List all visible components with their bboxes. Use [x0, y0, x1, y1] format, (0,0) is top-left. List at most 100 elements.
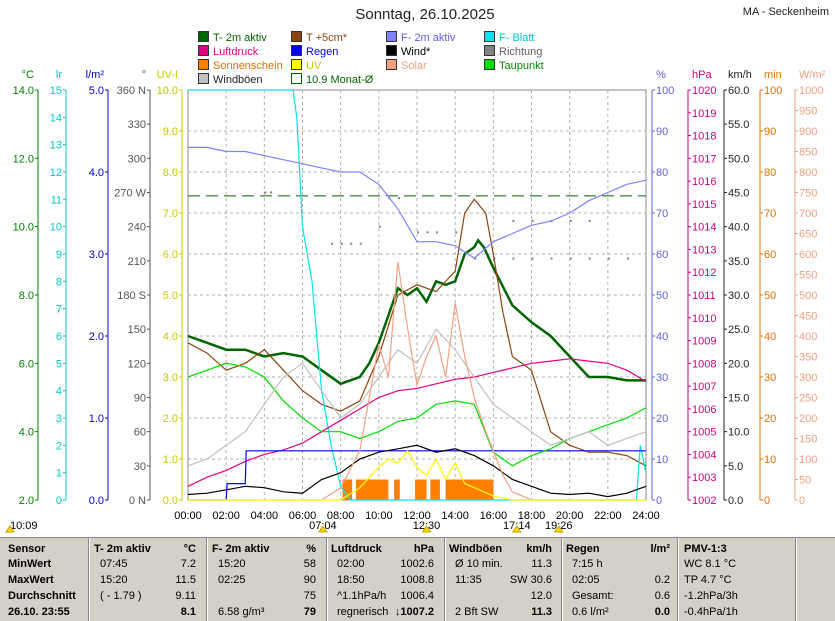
legend-label: Taupunkt	[499, 60, 544, 72]
direction-point	[512, 219, 515, 222]
left-axis-tick-label: 210	[128, 256, 146, 268]
stat-value: 8.1	[180, 606, 196, 618]
right-axis-unit: %	[656, 69, 666, 81]
left-axis-tick-label: 300	[128, 153, 146, 165]
stat-value: 1006.4	[400, 590, 434, 602]
x-tick-label: 04:00	[251, 510, 279, 522]
legend-item: T +5cm*	[291, 31, 347, 44]
legend-label: UV	[306, 60, 322, 72]
series-line-windb-en	[187, 328, 647, 467]
right-axis-tick-label: 1005	[692, 427, 716, 439]
legend-swatch	[291, 59, 302, 70]
right-axis-tick-label: 30.0	[728, 290, 749, 302]
stat-header: Sensor	[8, 543, 46, 555]
legend-item: Sonnenschein	[198, 59, 283, 72]
direction-point	[455, 231, 458, 234]
right-axis-tick-label: 1008	[692, 358, 716, 370]
right-axis-tick-label: 50	[764, 290, 776, 302]
right-axis-unit: hPa	[692, 69, 712, 81]
left-axis-tick-label: 6	[56, 331, 62, 343]
left-axis-tick-label: 14.0	[13, 85, 34, 97]
series-line-uv	[188, 449, 646, 501]
stat-header: Luftdruck	[331, 543, 382, 555]
right-axis-tick-label: 1007	[692, 381, 716, 393]
direction-point	[350, 242, 353, 245]
stat-detail: 07:45	[100, 558, 128, 570]
stat-row-label: 26.10. 23:55	[8, 606, 70, 618]
legend-item: UV	[291, 59, 321, 72]
direction-point	[331, 242, 334, 245]
stat-row-label: MaxWert	[8, 574, 54, 586]
stat-value: 9.11	[175, 590, 196, 602]
x-tick-label: 06:00	[289, 510, 317, 522]
direction-point	[588, 219, 591, 222]
left-axis-tick-label: 2.0	[89, 331, 104, 343]
right-axis-tick-label: 1012	[692, 267, 716, 279]
right-axis-tick-label: 300	[799, 372, 817, 384]
right-axis-tick-label: 20	[656, 413, 668, 425]
right-axis-tick-label: 10	[656, 454, 668, 466]
legend-label: Richtung	[499, 46, 543, 58]
right-axis-tick-label: 20	[764, 413, 776, 425]
right-axis-tick-label: 1002	[692, 495, 716, 507]
stat-unit: °C	[183, 543, 196, 555]
right-axis-tick-label: 550	[799, 270, 817, 282]
left-axis-unit: °	[142, 69, 146, 81]
right-axis-tick-label: 1016	[692, 176, 716, 188]
right-axis-unit: W/m²	[799, 69, 826, 81]
right-axis-tick-label: 15.0	[728, 393, 749, 405]
right-axis-tick-label: 450	[799, 311, 817, 323]
left-axis-tick-label: 360 N	[117, 85, 146, 97]
legend-swatch	[198, 73, 209, 84]
x-tick-label: 20:00	[556, 510, 584, 522]
direction-point	[270, 191, 273, 194]
direction-point	[531, 219, 534, 222]
stat-value: 90	[303, 574, 316, 586]
right-axis-tick-label: 100	[656, 85, 674, 97]
sun-event-marker	[317, 525, 328, 533]
direction-point	[550, 257, 553, 260]
right-axis-tick-label: 650	[799, 229, 817, 241]
left-axis-tick-label: 120	[128, 358, 146, 370]
left-axis-tick-label: 12	[50, 167, 62, 179]
left-axis-tick-label: 30	[134, 461, 146, 473]
right-axis-tick-label: 0	[764, 495, 770, 507]
left-axis-tick-label: 9	[56, 249, 62, 261]
left-axis-tick-label: 8.0	[163, 167, 178, 179]
right-axis-tick-label: 1000	[799, 85, 823, 97]
right-axis-tick-label: 30	[656, 372, 668, 384]
stat-unit: hPa	[413, 543, 434, 555]
left-axis-unit: lr	[56, 69, 62, 81]
legend-label: Solar	[401, 60, 427, 72]
right-axis-tick-label: 700	[799, 208, 817, 220]
left-axis-tick-label: 10	[50, 222, 62, 234]
stat-detail: 7:15 h	[572, 558, 603, 570]
right-axis-tick-label: 70	[656, 208, 668, 220]
right-axis-tick-label: 50	[799, 475, 811, 487]
direction-point	[588, 257, 591, 260]
right-axis-tick-label: 60.0	[728, 85, 749, 97]
stat-value: 58	[303, 558, 316, 570]
stat-detail: 6.58 g/m³	[218, 606, 265, 618]
left-axis-unit: l/m²	[86, 69, 105, 81]
stat-value: 7.2	[180, 558, 196, 570]
right-axis-tick-label: 1014	[692, 222, 716, 234]
right-axis-tick-label: 1009	[692, 336, 716, 348]
legend-swatch	[386, 31, 397, 42]
right-axis-tick-label: 250	[799, 393, 817, 405]
left-axis-tick-label: 4.0	[89, 167, 104, 179]
right-axis-tick-label: 60	[656, 249, 668, 261]
right-axis-tick-label: 1011	[692, 290, 716, 302]
left-axis-tick-label: 60	[134, 427, 146, 439]
stat-pmv-value: -1.2hPa/3h	[684, 590, 738, 602]
right-axis-tick-label: 10	[764, 454, 776, 466]
right-axis-tick-label: 45.0	[728, 188, 749, 200]
stat-value: ↓1007.2	[394, 606, 434, 618]
right-axis-tick-label: 1010	[692, 313, 716, 325]
stat-value: 0.2	[654, 574, 670, 586]
stat-detail: ( - 1.79 )	[100, 590, 142, 602]
legend-swatch	[291, 45, 302, 56]
right-axis-tick-label: 1003	[692, 472, 716, 484]
series-line-wind-	[187, 444, 647, 498]
stat-pmv-value: -0.4hPa/1h	[684, 606, 738, 618]
